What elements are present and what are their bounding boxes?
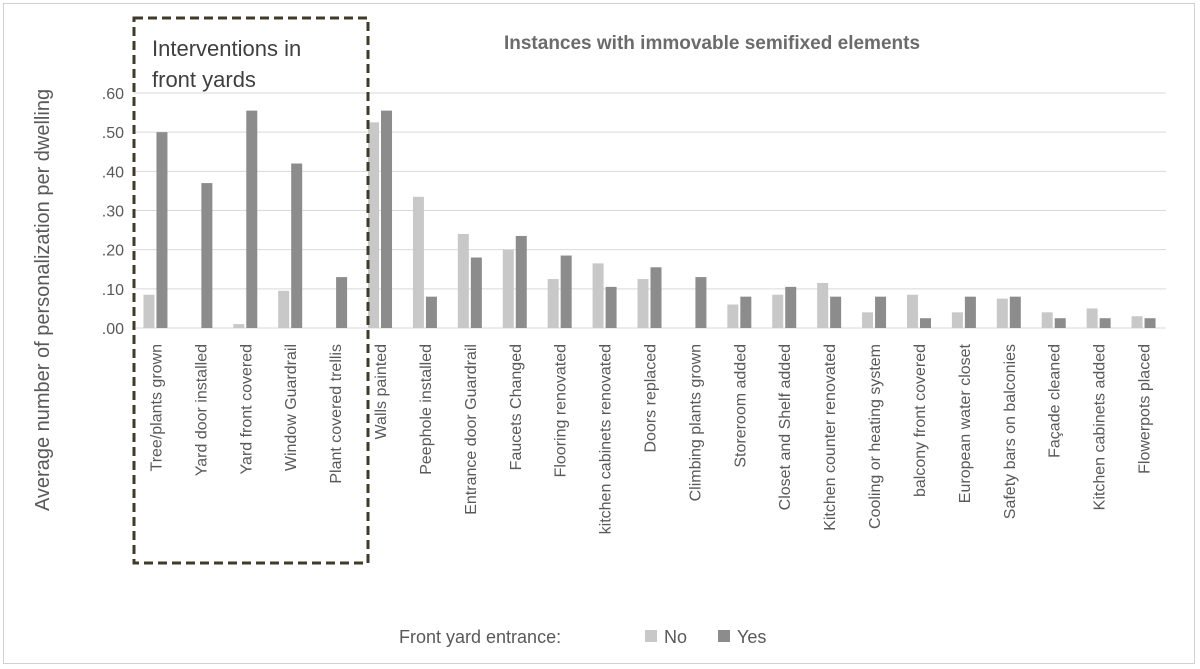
legend-swatch-yes <box>718 630 730 642</box>
category-label: Yard door installed <box>193 344 210 476</box>
legend-swatch-no <box>645 630 657 642</box>
bar-no <box>457 234 469 328</box>
category-label: Plant covered trellis <box>328 344 345 484</box>
category-label: Closet and Shelf added <box>777 344 794 510</box>
bar-yes <box>560 255 572 328</box>
category-label: Entrance door Guardrail <box>463 344 480 515</box>
bar-no <box>727 304 739 328</box>
bar-no <box>996 298 1008 328</box>
bar-yes <box>964 296 976 328</box>
bar-yes <box>830 296 842 328</box>
y-tick-label: .40 <box>102 164 124 181</box>
highlight-box-label-line2: front yards <box>152 67 256 92</box>
y-tick-labels: .00 .10 .20 .30 .40 .50 .60 <box>102 86 124 338</box>
bar-no <box>1131 316 1143 328</box>
y-tick-label: .30 <box>102 204 124 221</box>
category-label: Tree/plants grown <box>148 344 165 471</box>
category-label: Kitchen counter renovated <box>822 344 839 531</box>
category-label: Safety bars on balconies <box>1002 344 1019 519</box>
bar-no <box>233 324 245 328</box>
highlight-box-label-line1: Interventions in <box>152 36 301 61</box>
gridlines <box>133 92 1166 329</box>
bar-yes <box>650 267 662 328</box>
category-label: Façade cleaned <box>1047 344 1064 458</box>
category-label: Cooling or heating system <box>867 344 884 529</box>
bar-yes <box>336 277 348 328</box>
y-tick-label: .00 <box>102 321 124 338</box>
bar-no <box>817 282 829 328</box>
bar-yes <box>381 110 393 328</box>
legend-title: Front yard entrance: <box>399 627 561 647</box>
bar-yes <box>425 296 437 328</box>
bars <box>143 110 1156 328</box>
bar-yes <box>919 318 931 328</box>
y-axis-label: Average number of personalization per dw… <box>32 89 54 511</box>
category-label: Flowerpots placed <box>1137 344 1154 474</box>
bar-no <box>1086 308 1098 328</box>
bar-yes <box>1099 318 1111 328</box>
category-label: kitchen cabinets renovated <box>598 344 615 534</box>
bar-yes <box>201 183 213 328</box>
y-tick-label: .20 <box>102 243 124 260</box>
y-tick-label: .50 <box>102 125 124 142</box>
bar-yes <box>1009 296 1021 328</box>
bar-yes <box>156 132 168 328</box>
legend-label-yes: Yes <box>737 627 766 647</box>
bar-no <box>592 263 604 328</box>
bar-yes <box>1054 318 1066 328</box>
bar-yes <box>875 296 887 328</box>
category-label: Flooring renovated <box>553 344 570 477</box>
front-yard-highlight-box <box>132 16 370 565</box>
bar-yes <box>291 163 303 328</box>
bar-yes <box>515 235 527 328</box>
bar-no <box>772 294 784 328</box>
category-label: Peephole installed <box>418 344 435 475</box>
bar-yes <box>470 257 482 328</box>
category-label: Window Guardrail <box>283 344 300 471</box>
bar-no <box>951 312 963 328</box>
legend: Front yard entrance: No Yes <box>399 627 766 647</box>
bar-no <box>1041 312 1053 328</box>
legend-label-no: No <box>664 627 687 647</box>
bar-yes <box>1144 318 1156 328</box>
y-tick-label: .60 <box>102 86 124 103</box>
bar-no <box>368 122 380 328</box>
bar-yes <box>246 110 258 328</box>
category-label: Yard front covered <box>238 344 255 474</box>
category-labels: Tree/plants grown Yard door installed Yard… <box>148 343 1153 534</box>
bar-no <box>547 279 559 328</box>
bar-no <box>906 294 918 328</box>
category-label: Kitchen cabinets added <box>1092 344 1109 510</box>
bar-yes <box>695 277 707 328</box>
chart-title: Instances with immovable semifixed eleme… <box>504 33 920 54</box>
bar-yes <box>785 286 797 328</box>
bar-no <box>143 294 155 328</box>
category-label: Faucets Changed <box>508 344 525 470</box>
bar-no <box>862 312 874 328</box>
bar-no <box>412 196 424 328</box>
category-label: Climbing plants grown <box>687 344 704 501</box>
category-label: Doors replaced <box>643 344 660 453</box>
chart-frame <box>3 3 1195 664</box>
category-label: Storeroom added <box>732 344 749 468</box>
y-tick-label: .10 <box>102 282 124 299</box>
bar-no <box>502 249 514 328</box>
bar-no <box>637 279 649 328</box>
bar-yes <box>740 296 752 328</box>
category-label: European water closet <box>957 343 974 503</box>
category-label: Walls painted <box>373 344 390 439</box>
bar-yes <box>605 286 617 328</box>
bar-no <box>278 290 290 328</box>
category-label: balcony front covered <box>912 344 929 497</box>
